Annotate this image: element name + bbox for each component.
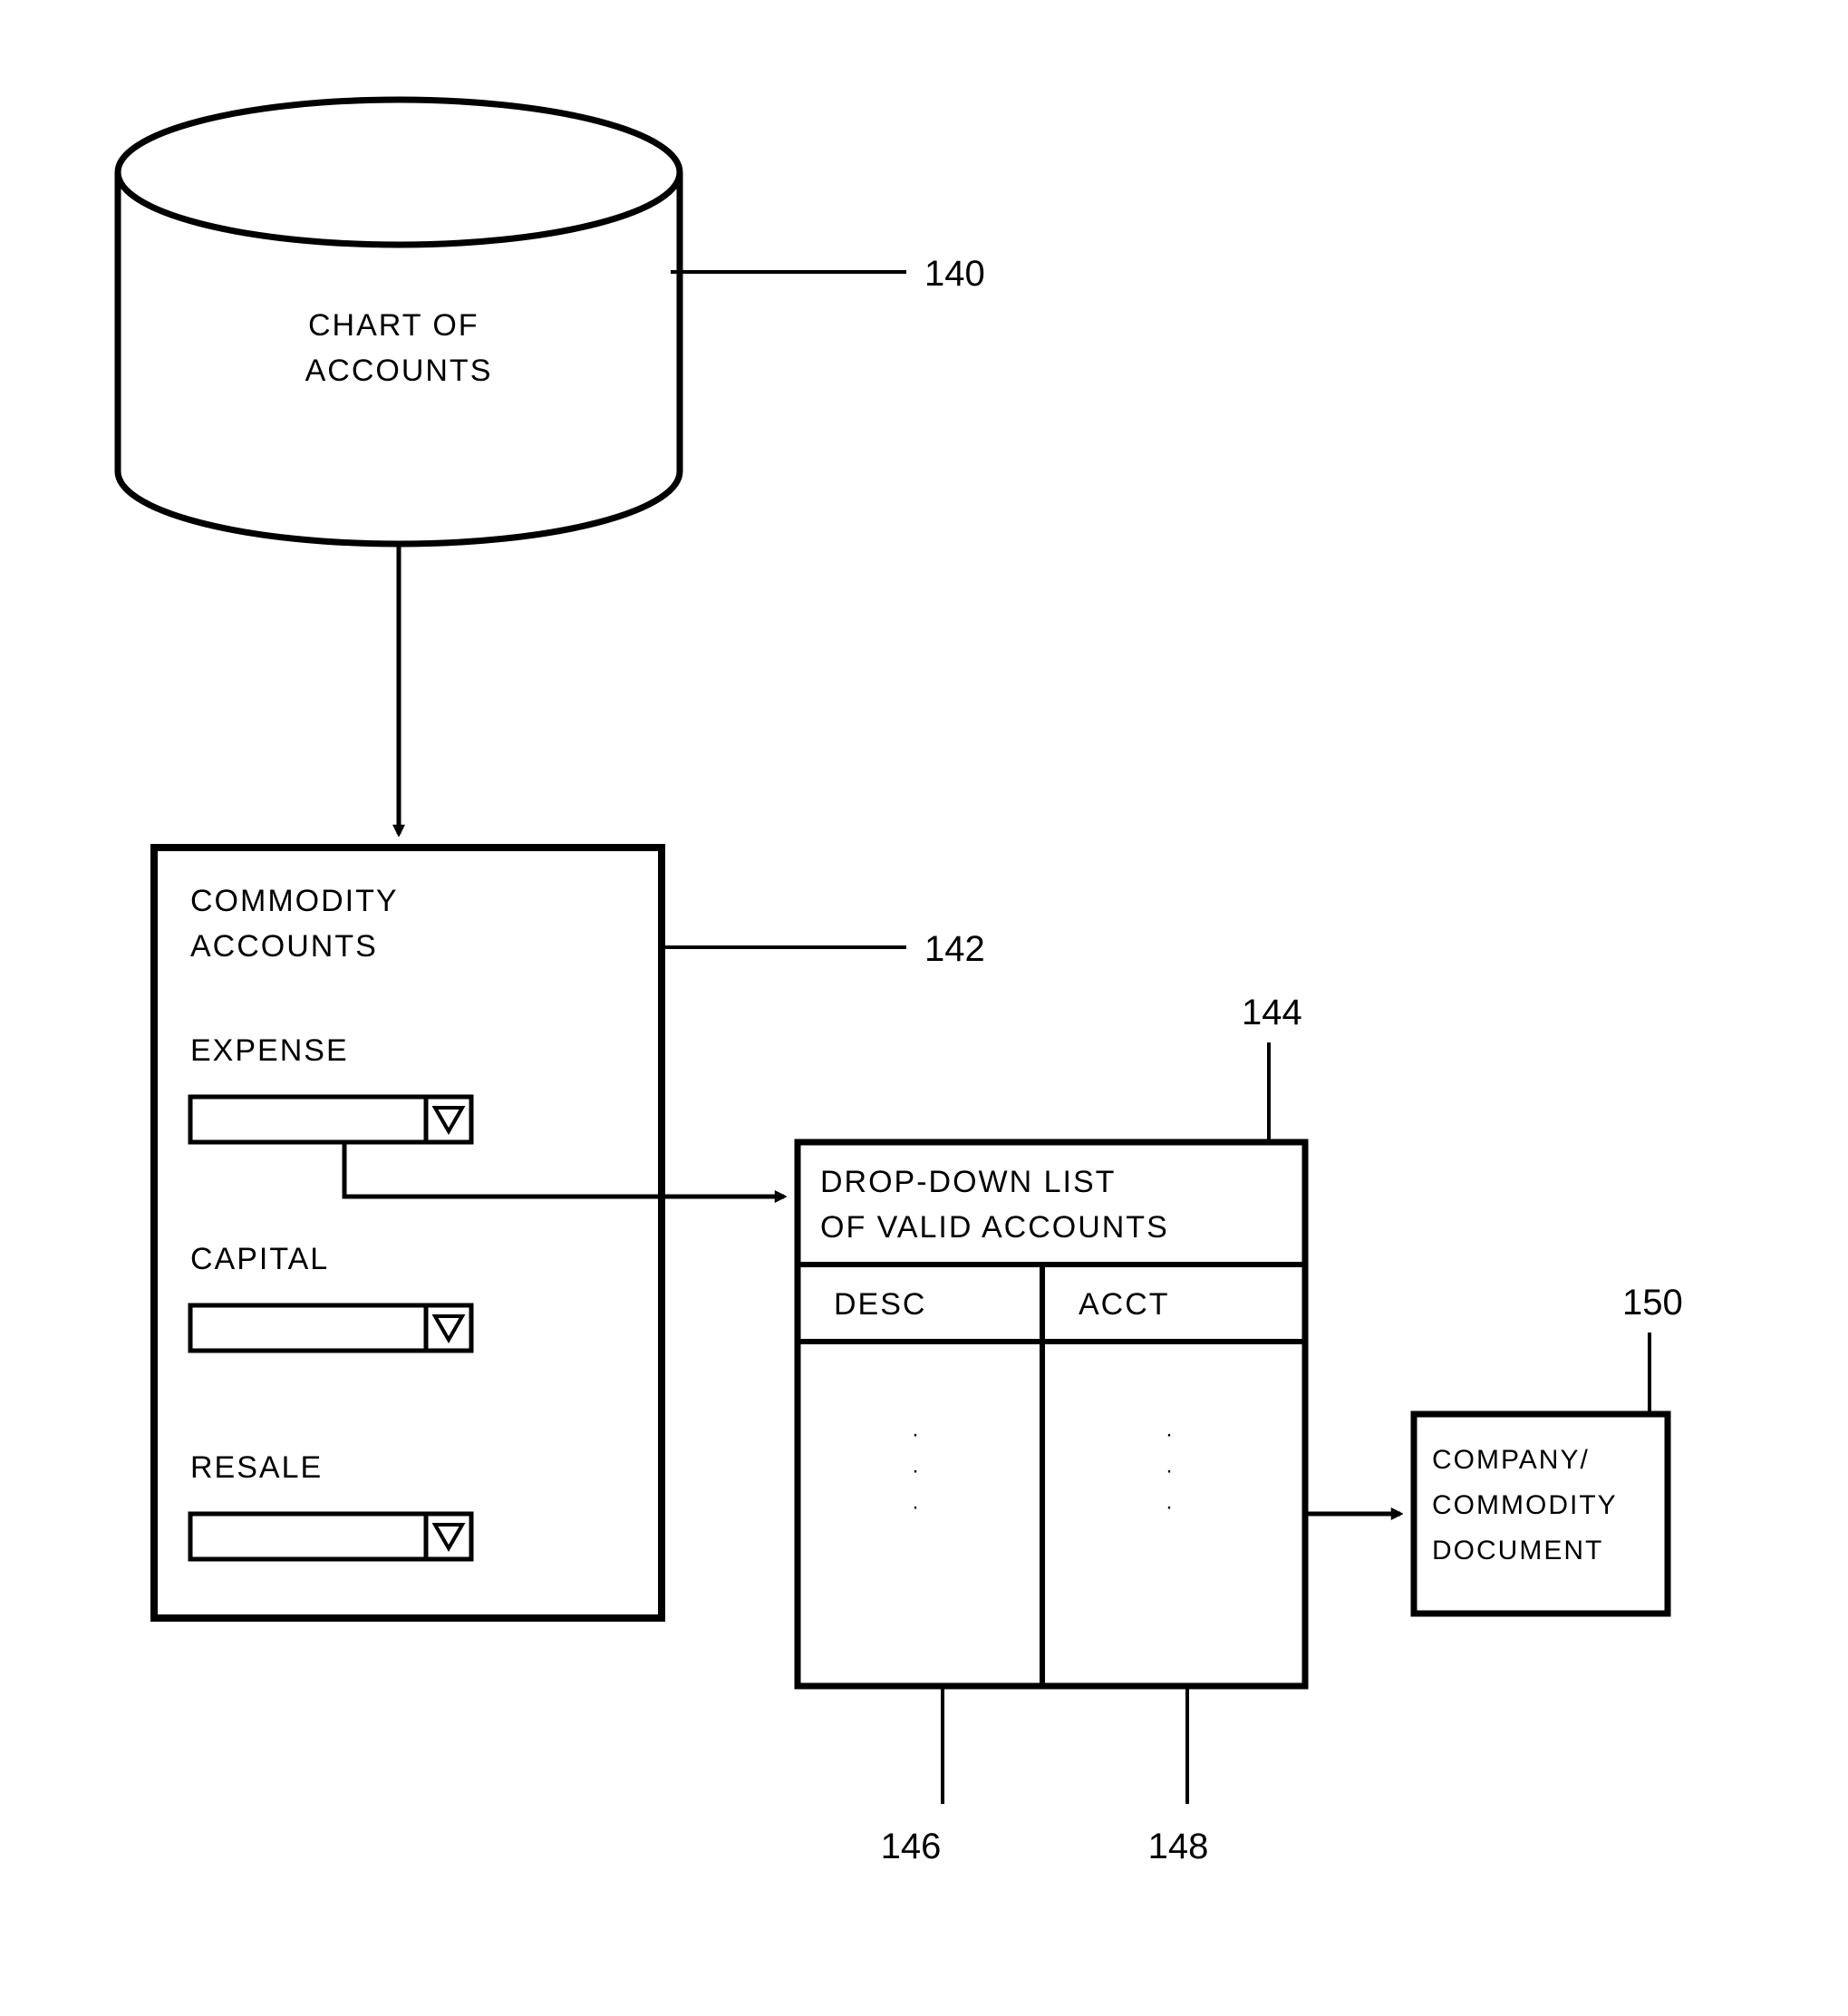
dropdown-capital[interactable]: [190, 1305, 471, 1351]
svg-text:·: ·: [912, 1459, 919, 1483]
svg-text:·: ·: [912, 1422, 919, 1447]
table-col1-header: DESC: [834, 1287, 926, 1322]
chart-of-accounts-cylinder: CHART OF ACCOUNTS: [118, 100, 680, 544]
dropdown-expense[interactable]: [190, 1097, 471, 1142]
ref-140: 140: [924, 254, 985, 294]
svg-text:·: ·: [1166, 1422, 1173, 1447]
company-commodity-document-box: COMPANY/ COMMODITY DOCUMENT: [1414, 1414, 1668, 1614]
svg-text:·: ·: [1166, 1495, 1173, 1519]
commodity-title-1: COMMODITY: [190, 884, 398, 918]
dropdown-resale[interactable]: [190, 1514, 471, 1559]
commodity-accounts-box: COMMODITY ACCOUNTS EXPENSE CAPITAL RESAL…: [154, 848, 662, 1618]
ref-146: 146: [881, 1827, 942, 1866]
ref-144: 144: [1242, 993, 1302, 1032]
svg-text:COMPANY/ COMMODITY: COMPANY/ COMMODITY DOCUMENT: [1432, 1445, 1626, 1565]
cylinder-label-1: CHART OF: [308, 308, 479, 343]
doc-line-2: COMMODITY: [1432, 1490, 1617, 1520]
field-label-expense: EXPENSE: [190, 1033, 349, 1068]
dropdown-list-table: DROP-DOWN LIST OF VALID ACCOUNTS DESC AC…: [798, 1142, 1305, 1686]
doc-line-3: DOCUMENT: [1432, 1536, 1603, 1565]
cylinder-label-2: ACCOUNTS: [305, 354, 493, 388]
diagram-canvas: CHART OF ACCOUNTS 140 COMMODITY ACCOUNTS…: [0, 0, 1848, 2016]
field-label-capital: CAPITAL: [190, 1242, 329, 1276]
ref-148: 148: [1148, 1827, 1209, 1866]
table-title-1: DROP-DOWN LIST: [820, 1165, 1116, 1199]
commodity-title-2: ACCOUNTS: [190, 929, 378, 964]
doc-line-1: COMPANY/: [1432, 1445, 1590, 1475]
svg-text:·: ·: [912, 1495, 919, 1519]
svg-text:·: ·: [1166, 1459, 1173, 1483]
table-title-2: OF VALID ACCOUNTS: [820, 1210, 1169, 1245]
svg-text:CHART OF ACCOUNTS: CHART OF ACCOUNTS: [305, 308, 493, 388]
field-label-resale: RESALE: [190, 1450, 323, 1485]
ref-142: 142: [924, 929, 985, 969]
table-col2-header: ACCT: [1079, 1287, 1170, 1322]
ref-150: 150: [1622, 1283, 1683, 1323]
